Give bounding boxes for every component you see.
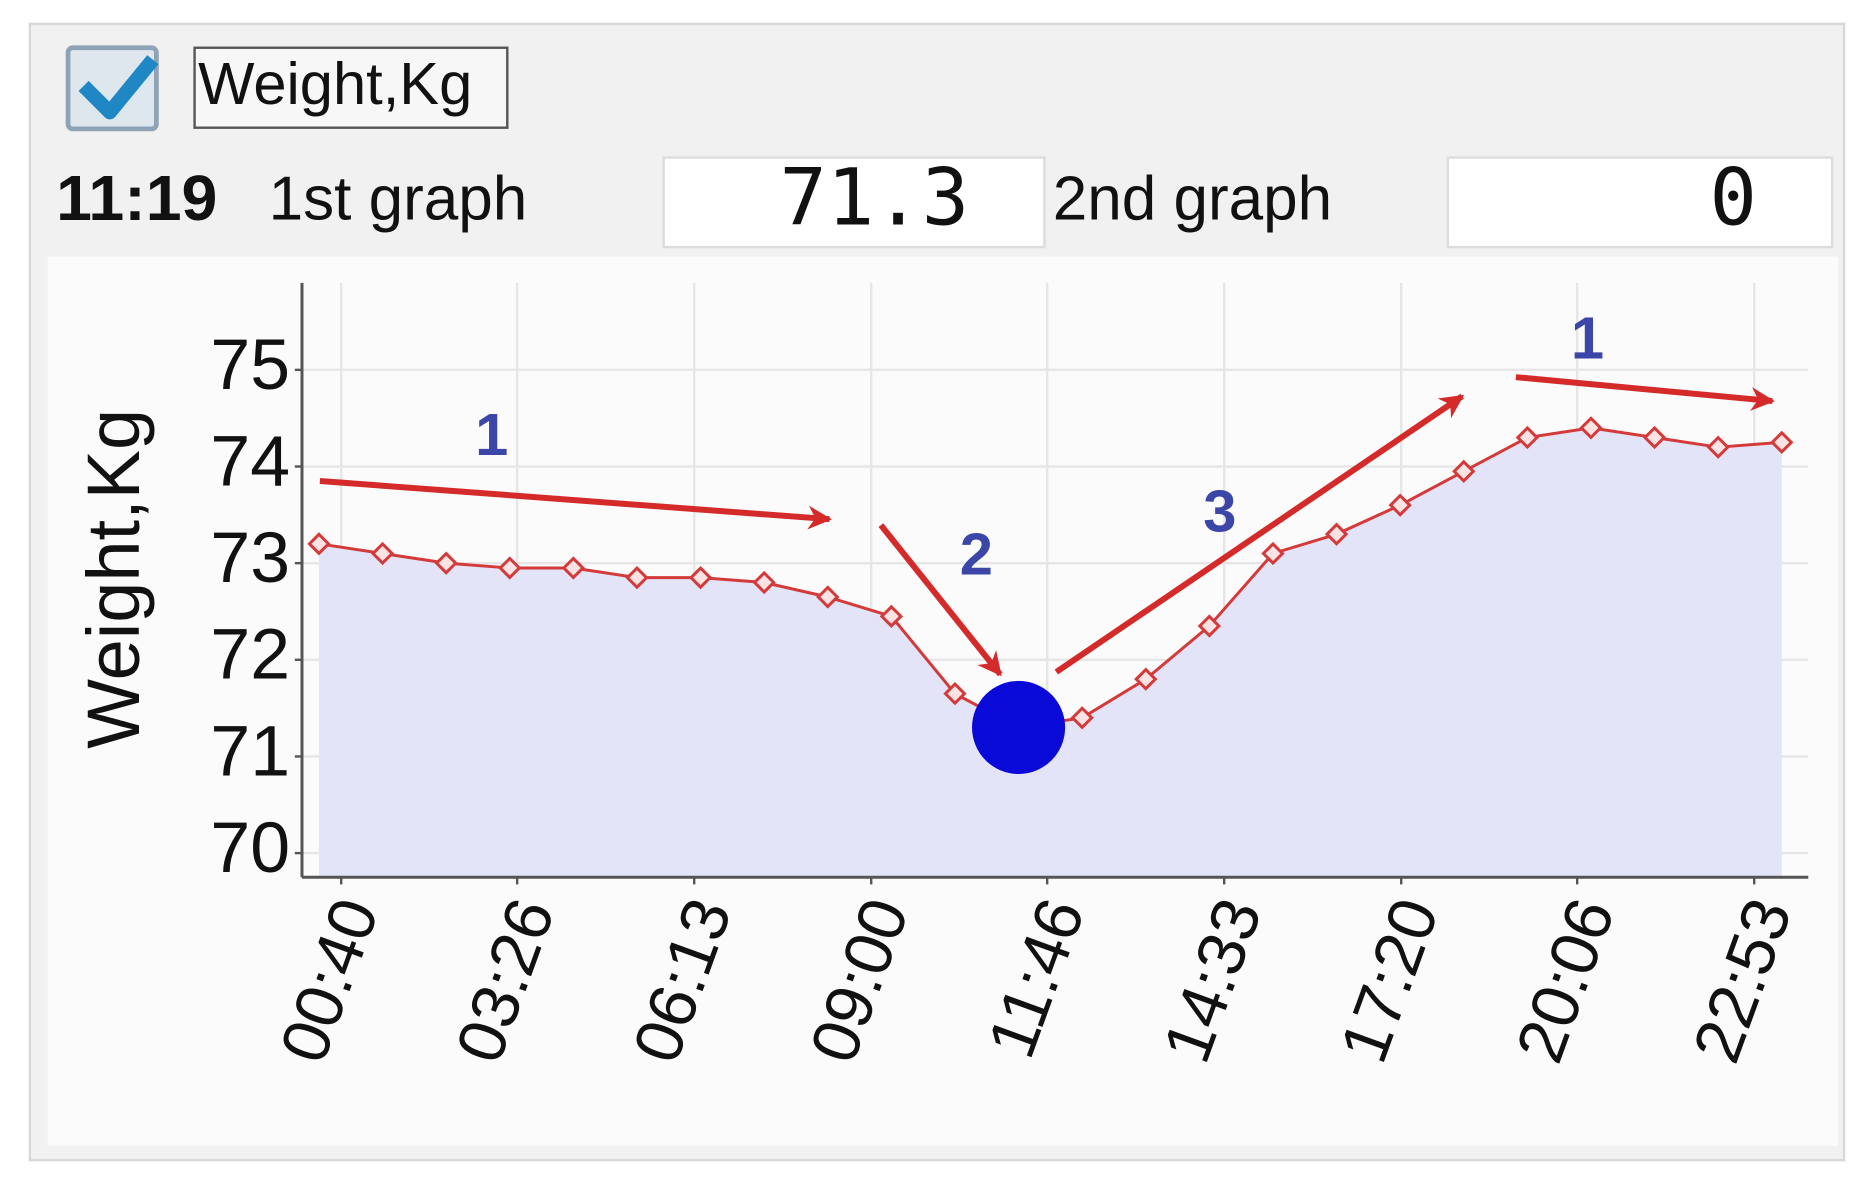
- point: [307, 532, 331, 556]
- first-value: 71.3: [780, 151, 970, 243]
- point: [1134, 667, 1158, 691]
- annotation-arrow: [319, 478, 832, 530]
- point: [1324, 522, 1349, 546]
- point: [434, 551, 458, 575]
- point: [1642, 425, 1667, 450]
- annotation-label: 2: [960, 520, 993, 587]
- y-axis-label: Weight,Kg: [72, 409, 155, 749]
- point: [1197, 614, 1222, 638]
- point: [688, 565, 713, 590]
- point: [1452, 459, 1476, 483]
- point: [1770, 430, 1794, 455]
- point: [943, 681, 967, 706]
- point: [498, 556, 522, 580]
- annotation-label: 3: [1203, 477, 1236, 544]
- point: [1388, 493, 1412, 517]
- y-tick-label: 71: [210, 711, 290, 791]
- y-tick-label: 70: [210, 808, 290, 888]
- first-graph-label: 1st graph: [269, 164, 528, 233]
- point: [625, 565, 649, 590]
- point: [1070, 706, 1094, 730]
- point: [1261, 541, 1285, 566]
- annotation-label: 1: [475, 401, 508, 468]
- y-tick-label: 74: [210, 421, 290, 501]
- checkmark: [78, 55, 159, 120]
- point: [1515, 425, 1540, 450]
- checkbox[interactable]: [65, 45, 159, 132]
- y-tick-label: 75: [210, 325, 290, 405]
- annotation-arrow: [1515, 374, 1775, 411]
- point: [1579, 416, 1603, 440]
- current-point: [972, 680, 1066, 775]
- first-value-box: [662, 156, 1046, 249]
- area: [318, 427, 1782, 878]
- point: [370, 541, 395, 566]
- annotation-label: 1: [1571, 304, 1604, 371]
- time-label: 11:19: [56, 162, 217, 234]
- checkbox-label[interactable]: Weight,Kg: [198, 50, 472, 117]
- point: [561, 556, 586, 580]
- y-tick-label: 73: [210, 518, 290, 598]
- annotation-arrow: [878, 523, 1003, 677]
- second-value-box: [1446, 156, 1834, 249]
- second-graph-label: 2nd graph: [1053, 164, 1332, 233]
- checkbox-box[interactable]: [65, 45, 159, 132]
- point: [752, 570, 776, 595]
- point: [1706, 435, 1730, 459]
- checkbox-label-box[interactable]: [193, 46, 509, 129]
- point: [879, 604, 904, 628]
- second-value: 0: [1710, 151, 1757, 243]
- point: [816, 585, 840, 609]
- annotation-arrow: [1054, 393, 1465, 675]
- y-tick-label: 72: [210, 615, 290, 695]
